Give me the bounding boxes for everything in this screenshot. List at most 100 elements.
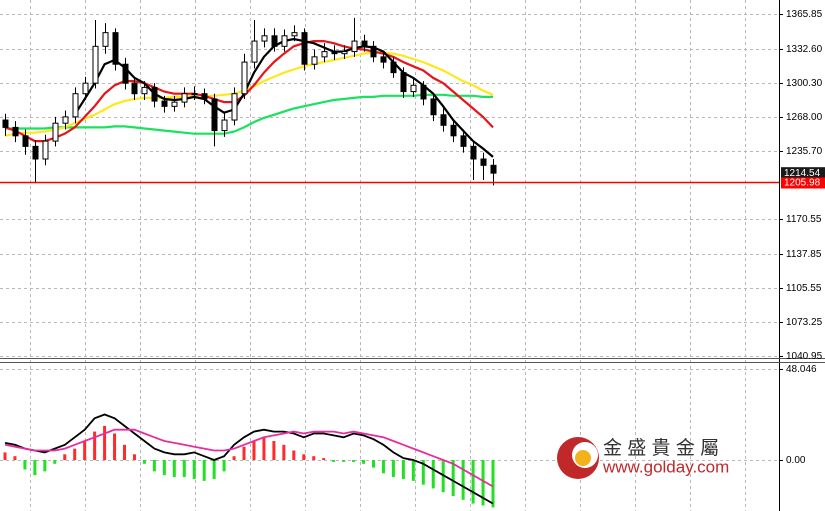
y-tick-label: 1365.85 xyxy=(786,9,823,20)
histogram-bar xyxy=(461,460,465,500)
histogram-bar xyxy=(451,460,455,497)
candle-body xyxy=(241,61,248,95)
candle-body xyxy=(361,40,368,47)
histogram-bar xyxy=(162,460,166,476)
candle-body xyxy=(430,98,437,116)
candle-body xyxy=(370,45,377,58)
logo xyxy=(575,450,591,466)
candle-body xyxy=(221,119,228,132)
indicator-line xyxy=(4,428,494,488)
candle-body xyxy=(171,101,178,107)
candle-body xyxy=(400,72,407,93)
candle-body xyxy=(450,124,457,137)
candle-body xyxy=(161,100,168,107)
histogram-bar xyxy=(53,460,57,464)
candle-body xyxy=(112,32,119,65)
histogram-bar xyxy=(381,460,385,474)
candle-body xyxy=(410,84,417,93)
y-tick-label: 48.046 xyxy=(786,364,817,375)
watermark-url: www.golday.com xyxy=(602,457,729,476)
watermark-title: 金 盛 貴 金 屬 xyxy=(603,437,719,459)
histogram-bar xyxy=(471,460,475,504)
candle-body xyxy=(490,164,497,174)
histogram-bar xyxy=(172,460,176,478)
candle-body xyxy=(251,40,258,63)
candle-body xyxy=(52,122,59,142)
moving-average xyxy=(5,93,493,135)
moving-average xyxy=(4,51,494,137)
histogram-bar xyxy=(302,454,306,461)
histogram-bar xyxy=(103,425,107,461)
histogram-bar xyxy=(252,441,256,461)
candle-body xyxy=(380,56,387,63)
histogram-bar xyxy=(93,431,97,461)
candle-body xyxy=(321,51,328,58)
histogram-bar xyxy=(272,441,276,461)
candle-body xyxy=(151,86,158,102)
y-tick-label: 0.00 xyxy=(786,455,806,466)
histogram-bar xyxy=(491,460,495,508)
histogram-bar xyxy=(362,460,366,464)
candle-body xyxy=(22,135,29,147)
candle-body xyxy=(440,114,447,126)
histogram-bar xyxy=(411,460,415,481)
plot-layer xyxy=(0,0,779,511)
y-tick-label: 1332.60 xyxy=(786,44,823,55)
histogram-bar xyxy=(142,460,146,464)
y-tick-label: 1300.30 xyxy=(786,78,823,89)
histogram-bar xyxy=(282,444,286,461)
candle-body xyxy=(191,93,198,96)
y-tick-label: 1235.70 xyxy=(786,146,823,157)
candle-body xyxy=(12,126,19,137)
histogram-bar xyxy=(132,454,136,461)
candle-body xyxy=(141,86,148,95)
candle-body xyxy=(311,56,318,65)
histogram-bar xyxy=(33,460,37,476)
candle-body xyxy=(82,82,89,95)
histogram-bar xyxy=(391,460,395,478)
histogram-bar xyxy=(212,460,216,479)
y-tick-label: 1268.00 xyxy=(786,112,823,123)
y-tick-label: 1105.55 xyxy=(786,283,822,294)
histogram-bar xyxy=(222,460,226,472)
level-label: 1205.98 xyxy=(784,178,821,189)
histogram-bar xyxy=(13,456,17,461)
y-tick-label: 1040.95 xyxy=(786,351,823,362)
histogram-bar xyxy=(332,460,336,462)
candle-body xyxy=(92,45,99,84)
y-tick-label: 1073.25 xyxy=(786,317,823,328)
candle-body xyxy=(131,82,138,95)
histogram-bar xyxy=(352,460,356,462)
histogram-bar xyxy=(83,441,87,461)
candle-body xyxy=(201,93,208,100)
histogram-bar xyxy=(431,460,435,489)
histogram-bar xyxy=(3,452,7,461)
histogram-bar xyxy=(292,450,296,461)
candle-body xyxy=(231,93,238,121)
candle-body xyxy=(42,140,49,160)
histogram-bar xyxy=(182,460,186,478)
histogram-bar xyxy=(262,437,266,461)
candle-body xyxy=(390,61,397,74)
histogram-bar xyxy=(192,460,196,479)
candle-body xyxy=(341,51,348,55)
histogram-bar xyxy=(113,433,117,461)
candle-body xyxy=(420,84,427,100)
histogram-bar xyxy=(401,460,405,479)
candle-body xyxy=(261,35,268,42)
candle-body xyxy=(122,63,129,84)
histogram-bar xyxy=(152,460,156,472)
candle-body xyxy=(460,135,467,147)
histogram-bar xyxy=(43,460,47,472)
histogram-bar xyxy=(421,460,425,485)
candle-body xyxy=(2,119,9,128)
candle-body xyxy=(72,93,79,118)
histogram-bar xyxy=(23,460,27,470)
candle-body xyxy=(301,32,308,65)
histogram-bar xyxy=(481,460,485,506)
candle-body xyxy=(62,116,69,124)
histogram-bar xyxy=(232,456,236,461)
bid-label-box xyxy=(781,167,825,179)
histogram-bar xyxy=(342,460,346,462)
